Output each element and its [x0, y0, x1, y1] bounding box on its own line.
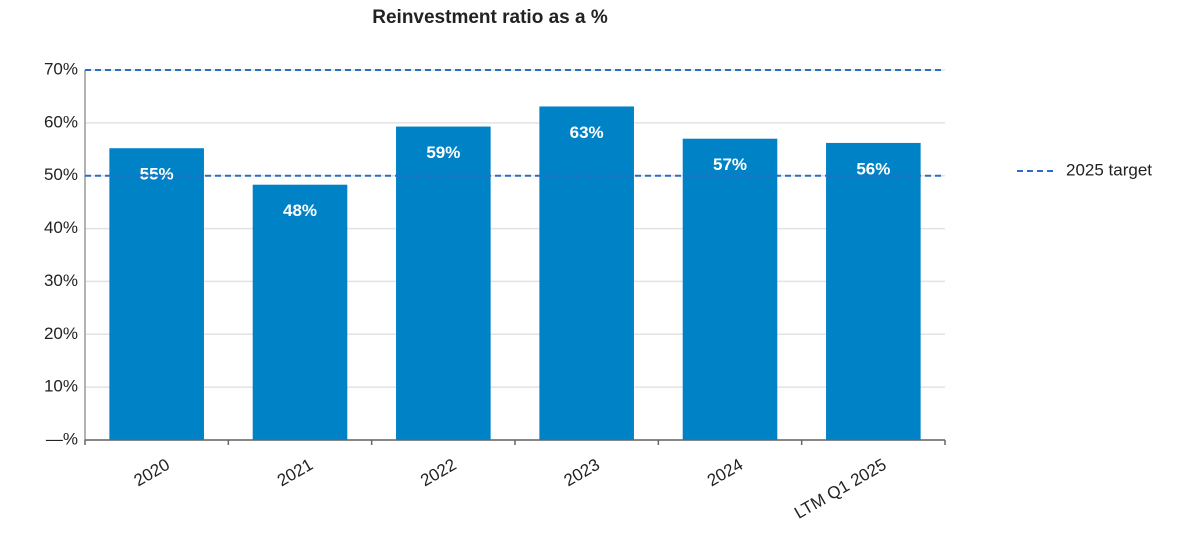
x-tick-label: LTM Q1 2025 — [791, 455, 889, 523]
y-tick-label: 50% — [44, 165, 78, 184]
value-label: 57% — [713, 155, 747, 174]
value-label: 63% — [570, 123, 604, 142]
bar — [252, 184, 348, 440]
bar — [539, 106, 634, 440]
value-label: 59% — [426, 143, 460, 162]
y-tick-label: —% — [46, 429, 78, 448]
bar — [826, 142, 921, 440]
x-tick-label: 2020 — [131, 455, 173, 490]
x-tick-label: 2024 — [704, 455, 746, 490]
legend-label: 2025 target — [1066, 160, 1152, 179]
y-tick-label: 30% — [44, 271, 78, 290]
value-label: 55% — [140, 165, 174, 184]
value-label: 48% — [283, 201, 317, 220]
x-tick-label: 2022 — [417, 455, 459, 490]
y-tick-label: 10% — [44, 377, 78, 396]
bar — [396, 126, 491, 441]
y-tick-label: 20% — [44, 324, 78, 343]
x-tick-label: 2021 — [274, 455, 316, 490]
x-tick-label: 2023 — [561, 455, 603, 490]
y-tick-label: 40% — [44, 218, 78, 237]
chart-title: Reinvestment ratio as a % — [372, 7, 608, 28]
value-label: 56% — [856, 159, 890, 178]
y-tick-label: 60% — [44, 112, 78, 131]
bar — [109, 148, 204, 440]
bar — [682, 138, 778, 440]
y-tick-label: 70% — [44, 59, 78, 78]
